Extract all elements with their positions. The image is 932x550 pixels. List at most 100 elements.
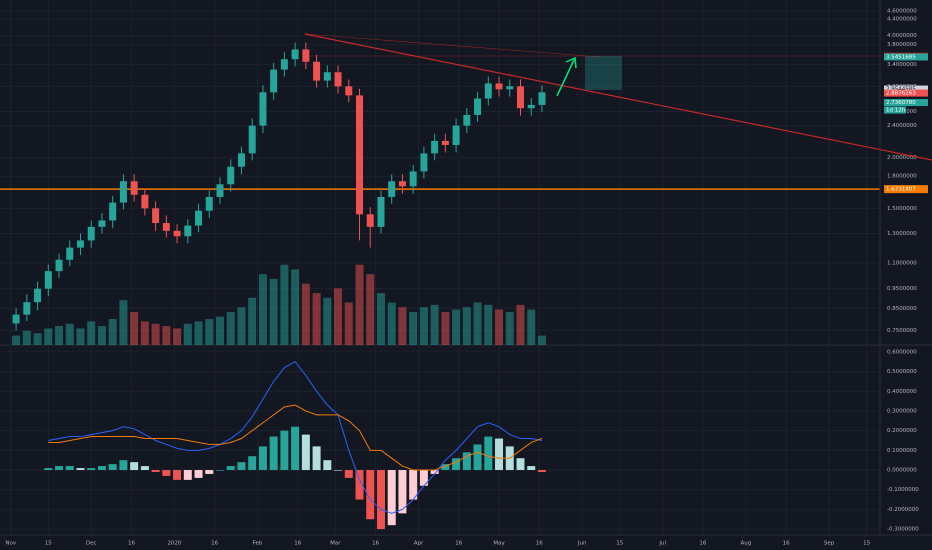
histogram-bar	[452, 458, 461, 471]
y-tick-label: 1.3000000	[887, 231, 917, 237]
trend-line	[304, 33, 601, 58]
candle-body	[356, 95, 364, 215]
x-tick-label: 16	[372, 541, 379, 547]
histogram-bar	[291, 426, 300, 471]
y-tick-label: 0.8500000	[887, 306, 917, 312]
x-tick-label: Feb	[253, 541, 263, 547]
x-tick-label: 16	[455, 541, 462, 547]
volume-bar	[376, 293, 385, 345]
histogram-bar	[537, 470, 546, 472]
volume-bar	[97, 326, 106, 345]
y-tick-label: -0.1000000	[887, 487, 919, 493]
x-tick-label: Sep	[824, 541, 835, 547]
histogram-bar	[173, 470, 182, 480]
trend-line	[304, 33, 932, 161]
y-tick-label: 0.7500000	[887, 328, 917, 334]
candle-body	[152, 208, 160, 224]
volume-bar	[12, 335, 21, 345]
volume-bar	[55, 326, 64, 345]
candle-body	[420, 153, 428, 172]
macd-line	[48, 361, 543, 514]
y-tick-label: 1.1000000	[887, 260, 917, 266]
candle-body	[98, 220, 106, 227]
volume-bar	[205, 319, 214, 345]
x-tick-label: 16	[128, 541, 135, 547]
candle-body	[463, 114, 471, 126]
histogram-bar	[312, 446, 321, 471]
price-label: 2.7360780	[886, 100, 916, 106]
volume-bar	[291, 269, 300, 345]
candle-body	[248, 125, 256, 154]
candle-body	[484, 83, 492, 99]
volume-bar	[226, 311, 235, 345]
x-tick-label: Jun	[577, 541, 587, 547]
candle-body	[345, 86, 353, 96]
histogram-bar	[462, 452, 471, 471]
volume-bar	[162, 326, 171, 345]
x-tick-label: 2020	[167, 541, 181, 547]
volume-bar	[140, 321, 149, 345]
candle-body	[130, 181, 138, 195]
volume-bar	[130, 311, 139, 345]
volume-bar	[409, 311, 418, 345]
volume-bar	[258, 274, 267, 345]
y-tick-label: 0.2000000	[887, 428, 917, 434]
y-tick-label: 0.0000000	[887, 468, 917, 474]
histogram-bar	[162, 470, 171, 476]
candle-body	[141, 194, 149, 209]
histogram-bar	[334, 470, 343, 471]
volume-bar	[194, 321, 203, 345]
price-label: 3.5451685	[886, 54, 916, 60]
y-tick-label: 4.6000000	[887, 9, 917, 15]
histogram-bar	[484, 436, 493, 471]
volume-bar	[301, 283, 310, 345]
y-tick-label: 3.8000000	[887, 42, 917, 48]
volume-bar	[366, 274, 375, 345]
histogram-bar	[151, 470, 160, 472]
candle-body	[162, 223, 170, 231]
candle-body	[538, 92, 546, 105]
histogram-bar	[226, 466, 235, 471]
volume-bar	[269, 278, 278, 345]
candle-body	[205, 196, 213, 211]
histogram-bar	[398, 470, 407, 514]
y-tick-label: -0.3000000	[887, 527, 919, 533]
candle-body	[66, 247, 74, 260]
y-tick-label: 1.5000000	[887, 206, 917, 212]
volume-bar	[452, 309, 461, 345]
candle-body	[409, 171, 417, 187]
histogram-bar	[323, 460, 332, 471]
price-label-box	[884, 99, 928, 107]
x-tick-label: May	[493, 541, 505, 547]
volume-bar	[65, 323, 74, 345]
candle-body	[302, 49, 310, 62]
y-tick-label: 0.1000000	[887, 448, 917, 454]
countdown: 1d 12h	[886, 108, 906, 114]
volume-bar	[87, 321, 96, 345]
volume-bar	[484, 304, 493, 345]
x-tick-label: 16	[699, 541, 706, 547]
volume-bar	[355, 264, 364, 345]
candle-body	[474, 98, 482, 115]
histogram-bar	[366, 470, 375, 520]
candle-body	[227, 166, 235, 185]
histogram-bar	[119, 460, 128, 471]
candle-body	[527, 104, 535, 109]
x-tick-label: 16	[536, 541, 543, 547]
candle-body	[87, 226, 95, 241]
histogram-bar	[376, 470, 385, 530]
volume-bar	[312, 293, 321, 345]
histogram-bar	[248, 456, 257, 471]
volume-bar	[344, 302, 353, 345]
volume-bar	[183, 323, 192, 345]
price-label: 2.8876263	[886, 91, 916, 97]
histogram-bar	[516, 458, 525, 471]
candle-body	[44, 271, 52, 289]
y-tick-label: 4.0000000	[887, 33, 917, 39]
volume-bar	[108, 319, 117, 345]
candle-body	[280, 59, 288, 70]
histogram-bar	[97, 466, 106, 471]
y-tick-label: 0.5000000	[887, 369, 917, 375]
candle-body	[216, 184, 224, 197]
